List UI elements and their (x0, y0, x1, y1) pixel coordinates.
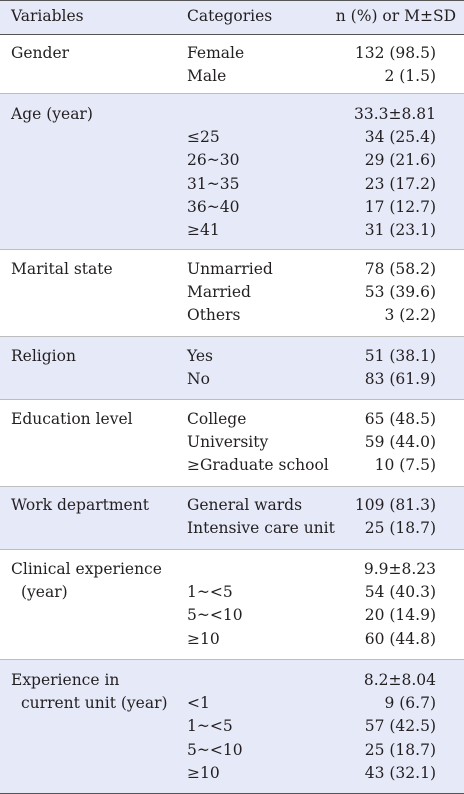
variable-label: Age (year) (11, 105, 93, 123)
value-cell: 25 (18.7) (364, 519, 436, 538)
table-group: Experience in current unit (year) 8.2±8.04… (0, 660, 464, 794)
table-group: Religion Yes 51 (38.1) No 83 (61.9) (0, 337, 464, 400)
value-cell: 33.3±8.81 (353, 105, 436, 123)
variable-label: Experience in (11, 671, 120, 689)
table-header: Variables Categories n (%) or M±SD (0, 0, 464, 35)
variable-label: (year) (21, 583, 68, 602)
value-cell: 2 (1.5) (384, 67, 436, 86)
value-cell: 10 (7.5) (374, 456, 436, 475)
header-categories: Categories (187, 7, 273, 25)
category-cell: <1 (187, 694, 210, 713)
table-group: Education level College 65 (48.5) Universit… (0, 400, 464, 487)
value-cell: 31 (23.1) (364, 221, 436, 239)
value-cell: 54 (40.3) (364, 583, 436, 602)
category-cell: ≥10 (187, 763, 220, 782)
category-cell: Unmarried (187, 260, 273, 278)
category-cell: 1~<5 (187, 717, 233, 736)
value-cell: 43 (32.1) (364, 763, 436, 782)
category-cell: Others (187, 306, 241, 325)
table-group: Work department General wards 109 (81.3) In… (0, 487, 464, 550)
value-cell: 20 (14.9) (364, 606, 436, 625)
category-cell: Yes (187, 347, 214, 365)
value-cell: 51 (38.1) (364, 347, 436, 365)
variable-label: Religion (11, 347, 76, 365)
value-cell: 53 (39.6) (364, 283, 436, 302)
category-cell: General wards (187, 496, 303, 514)
value-cell: 9 (6.7) (384, 694, 436, 713)
category-cell: ≥41 (187, 221, 220, 239)
value-cell: 132 (98.5) (354, 44, 436, 62)
table-body: Gender Female 132 (98.5) Male 2 (1.5) Age (ye… (0, 35, 464, 794)
variable-label: Education level (11, 410, 133, 428)
value-cell: 3 (2.2) (384, 306, 436, 325)
value-cell: 109 (81.3) (354, 496, 436, 514)
category-cell: 5~<10 (187, 740, 243, 759)
value-cell: 78 (58.2) (364, 260, 436, 278)
category-cell: No (187, 370, 210, 389)
category-cell: Female (187, 44, 245, 62)
header-variables: Variables (11, 7, 84, 25)
variable-label: Work department (11, 496, 149, 514)
category-cell: 31~35 (187, 174, 240, 193)
category-cell: 1~<5 (187, 583, 233, 602)
value-cell: 25 (18.7) (364, 740, 436, 759)
category-cell: Intensive care unit (187, 519, 335, 538)
category-cell: University (187, 433, 269, 452)
header-value: n (%) or M±SD (335, 7, 456, 25)
value-cell: 23 (17.2) (364, 174, 436, 193)
value-cell: 65 (48.5) (364, 410, 436, 428)
value-cell: 8.2±8.04 (363, 671, 436, 689)
category-cell: ≤25 (187, 128, 220, 147)
table-group: Clinical experience (year) 9.9±8.23 1~<5 54 … (0, 550, 464, 660)
value-cell: 17 (12.7) (364, 197, 436, 216)
category-cell: 36~40 (187, 197, 240, 216)
variable-label: Marital state (11, 260, 113, 278)
table-group: Marital state Unmarried 78 (58.2) Married 53… (0, 250, 464, 337)
table-group: Gender Female 132 (98.5) Male 2 (1.5) (0, 35, 464, 94)
category-cell: 26~30 (187, 151, 240, 170)
category-cell: Male (187, 67, 227, 86)
value-cell: 59 (44.0) (364, 433, 436, 452)
variable-label: Clinical experience (11, 560, 162, 578)
value-cell: 57 (42.5) (364, 717, 436, 736)
category-cell: ≥10 (187, 629, 220, 648)
value-cell: 29 (21.6) (364, 151, 436, 170)
value-cell: 83 (61.9) (364, 370, 436, 389)
table-group: Age (year) 33.3±8.81 ≤25 34 (25.4) 26~30 29 (… (0, 94, 464, 250)
value-cell: 9.9±8.23 (363, 560, 436, 578)
variable-label: current unit (year) (21, 694, 168, 713)
category-cell: College (187, 410, 247, 428)
value-cell: 60 (44.8) (364, 629, 436, 648)
category-cell: 5~<10 (187, 606, 243, 625)
variable-label: Gender (11, 44, 70, 62)
category-cell: ≥Graduate school (187, 456, 329, 475)
category-cell: Married (187, 283, 251, 302)
value-cell: 34 (25.4) (364, 128, 436, 147)
